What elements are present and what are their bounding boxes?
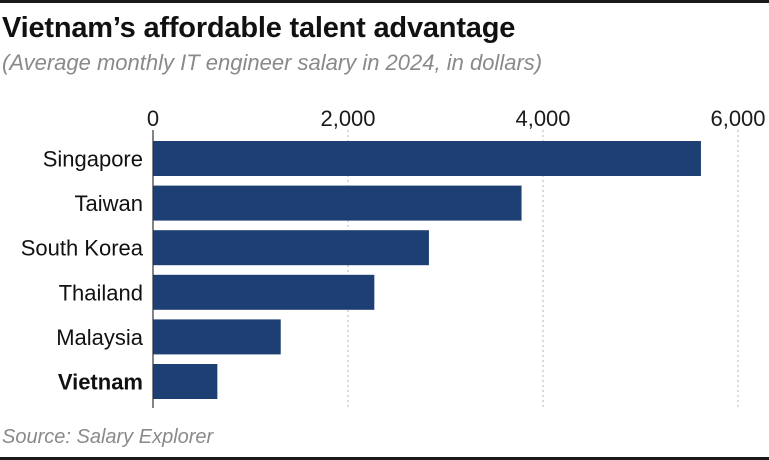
- bar: [153, 319, 281, 355]
- category-label: Vietnam: [58, 370, 143, 395]
- category-label: South Korea: [21, 236, 144, 261]
- tick-label: 0: [147, 106, 159, 131]
- bottom-rule: [0, 457, 769, 460]
- bar: [153, 274, 375, 310]
- category-label: Taiwan: [75, 191, 143, 216]
- bar: [153, 364, 218, 399]
- tick-label: 6,000: [710, 106, 765, 131]
- chart-title: Vietnam’s affordable talent advantage: [2, 12, 516, 44]
- category-label: Malaysia: [56, 325, 144, 350]
- bar: [153, 185, 522, 221]
- tick-label: 4,000: [515, 106, 570, 131]
- tick-label: 2,000: [320, 106, 375, 131]
- chart-subtitle: (Average monthly IT engineer salary in 2…: [2, 50, 543, 75]
- source-note: Source: Salary Explorer: [2, 426, 214, 448]
- category-label: Singapore: [43, 147, 143, 172]
- bar: [153, 230, 429, 266]
- top-rule: [0, 0, 769, 3]
- category-label: Thailand: [59, 280, 143, 305]
- bar: [153, 141, 701, 176]
